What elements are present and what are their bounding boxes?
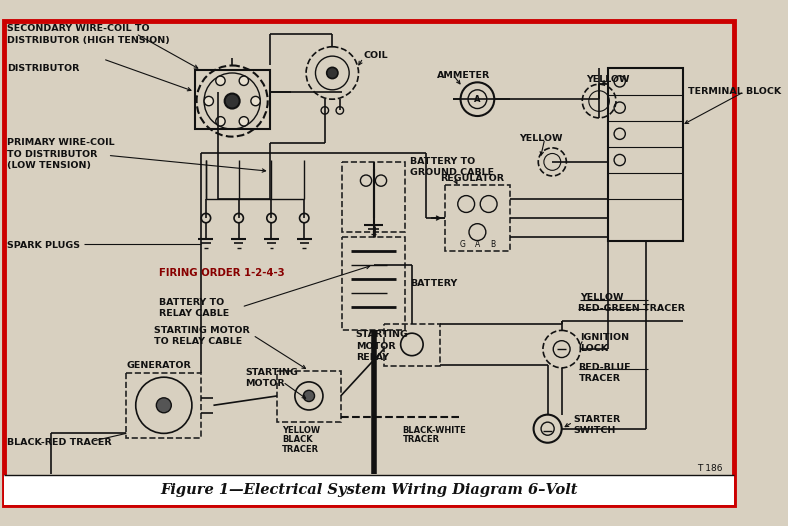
Text: STARTING MOTOR: STARTING MOTOR <box>154 326 251 335</box>
Circle shape <box>240 117 248 126</box>
Text: IGNITION: IGNITION <box>581 333 630 342</box>
Text: DISTRIBUTOR (HIGH TENSION): DISTRIBUTOR (HIGH TENSION) <box>8 36 170 45</box>
Text: STARTER: STARTER <box>573 414 620 423</box>
Text: G: G <box>459 240 466 249</box>
Text: TRACER: TRACER <box>403 435 440 444</box>
Circle shape <box>251 96 260 106</box>
Text: MOTOR: MOTOR <box>355 341 396 351</box>
Text: STARTING: STARTING <box>355 330 409 339</box>
Bar <box>342 237 405 330</box>
Text: TRACER: TRACER <box>578 375 620 383</box>
Text: YELLOW: YELLOW <box>586 75 630 84</box>
Text: BATTERY: BATTERY <box>410 279 457 288</box>
Text: T 186: T 186 <box>697 464 723 473</box>
Text: BLACK: BLACK <box>282 435 312 444</box>
Circle shape <box>216 76 225 85</box>
Text: (LOW TENSION): (LOW TENSION) <box>8 161 91 170</box>
Text: RELAY CABLE: RELAY CABLE <box>159 309 229 318</box>
Circle shape <box>240 76 248 85</box>
Circle shape <box>204 96 214 106</box>
Text: BLACK-RED TRACER: BLACK-RED TRACER <box>8 438 112 447</box>
Text: SPARK PLUGS: SPARK PLUGS <box>8 241 80 250</box>
Text: A: A <box>475 240 480 249</box>
Bar <box>126 372 201 438</box>
Text: BLACK-WHITE: BLACK-WHITE <box>403 426 466 435</box>
Text: GROUND CABLE: GROUND CABLE <box>410 168 494 177</box>
Bar <box>608 68 683 241</box>
Text: LOCK: LOCK <box>581 345 608 353</box>
Text: B: B <box>490 240 495 249</box>
Text: COIL: COIL <box>363 52 388 60</box>
Bar <box>444 185 510 251</box>
Text: TO DISTRIBUTOR: TO DISTRIBUTOR <box>8 150 98 159</box>
Circle shape <box>216 117 225 126</box>
Text: TERMINAL BLOCK: TERMINAL BLOCK <box>688 87 781 96</box>
Text: STARTING: STARTING <box>245 368 298 377</box>
Bar <box>277 371 340 422</box>
Text: TRACER: TRACER <box>282 444 319 453</box>
Bar <box>195 70 269 129</box>
Text: TO RELAY CABLE: TO RELAY CABLE <box>154 337 243 346</box>
Circle shape <box>327 67 338 78</box>
Bar <box>342 162 405 232</box>
Text: DISTRIBUTOR: DISTRIBUTOR <box>8 64 80 73</box>
Circle shape <box>303 390 314 401</box>
Circle shape <box>225 94 240 108</box>
Bar <box>4 476 734 505</box>
Text: Figure 1—Electrical System Wiring Diagram 6–Volt: Figure 1—Electrical System Wiring Diagra… <box>160 483 578 498</box>
Text: YELLOW: YELLOW <box>581 293 624 302</box>
Text: RED-GREEN TRACER: RED-GREEN TRACER <box>578 304 685 313</box>
Circle shape <box>156 398 171 413</box>
Text: SWITCH: SWITCH <box>573 426 615 435</box>
Text: YELLOW: YELLOW <box>282 426 320 435</box>
Text: FIRING ORDER 1-2-4-3: FIRING ORDER 1-2-4-3 <box>159 268 284 278</box>
Text: PRIMARY WIRE-COIL: PRIMARY WIRE-COIL <box>8 138 115 147</box>
Text: REGULATOR: REGULATOR <box>440 174 504 183</box>
Text: BATTERY TO: BATTERY TO <box>410 157 475 166</box>
Text: YELLOW: YELLOW <box>519 134 563 143</box>
Text: AMMETER: AMMETER <box>437 71 490 80</box>
Text: MOTOR: MOTOR <box>245 379 285 388</box>
Text: BATTERY TO: BATTERY TO <box>159 298 225 307</box>
Text: A: A <box>474 95 481 104</box>
Text: RELAY: RELAY <box>355 353 388 362</box>
Text: RED-BLUE: RED-BLUE <box>578 363 631 372</box>
Text: GENERATOR: GENERATOR <box>126 361 191 370</box>
Text: SECONDARY WIRE-COIL TO: SECONDARY WIRE-COIL TO <box>8 24 150 33</box>
Bar <box>384 324 440 366</box>
